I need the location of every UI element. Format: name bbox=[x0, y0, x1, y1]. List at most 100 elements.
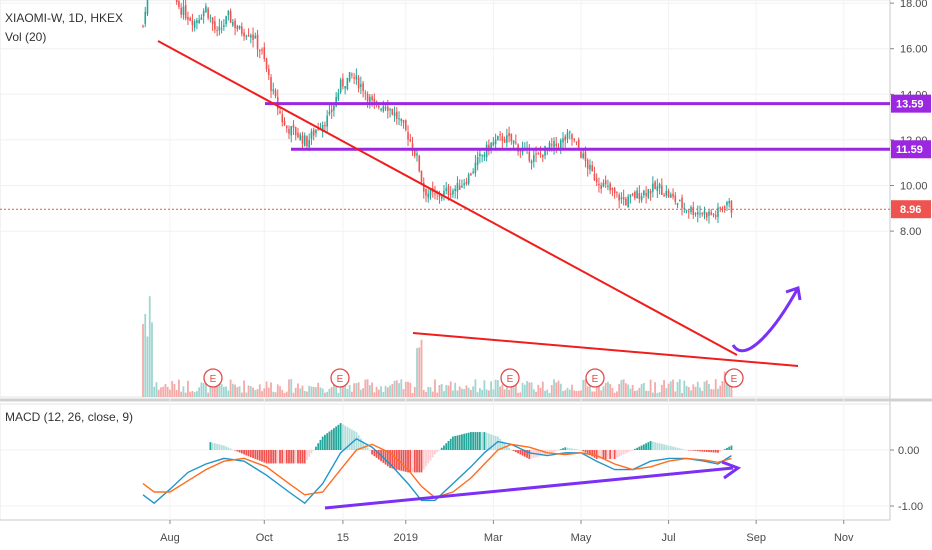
candle-body bbox=[661, 185, 663, 195]
macd-title[interactable]: MACD (12, 26, close, 9) bbox=[5, 410, 133, 424]
macd-histogram-bar bbox=[247, 450, 250, 457]
macd-histogram-bar bbox=[580, 450, 582, 451]
volume-bar bbox=[249, 386, 252, 397]
trendline-drawings[interactable] bbox=[0, 40, 890, 510]
macd-histogram-bar bbox=[651, 441, 654, 450]
candle-body bbox=[687, 211, 690, 213]
earnings-marker-label[interactable]: E bbox=[210, 374, 217, 385]
volume-bar bbox=[198, 387, 201, 397]
volume-bar bbox=[169, 389, 171, 397]
macd-divergence-line[interactable] bbox=[324, 466, 734, 510]
macd-histogram-bar bbox=[730, 445, 733, 450]
candle-body bbox=[528, 151, 531, 161]
projection-arrow[interactable] bbox=[731, 287, 800, 353]
volume-bar bbox=[238, 386, 241, 397]
candle-body bbox=[209, 17, 212, 19]
macd-histogram-bar bbox=[411, 450, 414, 473]
volume-bar bbox=[474, 379, 477, 397]
volume-bar bbox=[366, 379, 369, 397]
macd-histogram-bar bbox=[348, 428, 351, 450]
volume-bar bbox=[461, 388, 463, 397]
candle-body bbox=[694, 213, 697, 215]
macd-histogram-bar bbox=[422, 450, 425, 470]
macd-histogram-bar bbox=[413, 450, 416, 473]
volume-bar bbox=[519, 392, 522, 397]
macd-histogram-bar bbox=[541, 450, 544, 456]
candle-body bbox=[178, 0, 180, 8]
candle-body bbox=[369, 96, 371, 104]
macd-layer bbox=[142, 423, 733, 505]
volume-bar bbox=[485, 389, 488, 397]
candle-body bbox=[445, 188, 448, 191]
volume-bar bbox=[586, 386, 589, 397]
earnings-marker-circle[interactable] bbox=[724, 368, 744, 388]
volume-bar bbox=[692, 384, 695, 397]
volume-bar bbox=[510, 380, 513, 397]
candle-body bbox=[683, 207, 686, 210]
time-tick-label: Aug bbox=[160, 532, 180, 544]
candle-body bbox=[223, 25, 225, 27]
candle-body bbox=[227, 11, 230, 16]
earnings-marker-label[interactable]: E bbox=[592, 374, 599, 385]
candle-body bbox=[364, 92, 367, 94]
candle-body bbox=[449, 193, 452, 196]
volume-title[interactable]: Vol (20) bbox=[5, 30, 46, 44]
macd-histogram-bar bbox=[371, 450, 373, 455]
projection-arrowhead[interactable] bbox=[785, 286, 802, 301]
macd-histogram-bar bbox=[598, 450, 600, 459]
volume-bar bbox=[696, 381, 699, 397]
volume-bar bbox=[200, 382, 203, 397]
candle-body bbox=[236, 26, 239, 29]
macd-histogram-bar bbox=[638, 446, 641, 450]
earnings-marker-circle[interactable] bbox=[585, 368, 605, 388]
candle-body bbox=[728, 201, 731, 204]
volume-bar bbox=[728, 376, 731, 397]
earnings-marker-label[interactable]: E bbox=[337, 374, 344, 385]
volume-bar bbox=[341, 381, 344, 397]
candle-body bbox=[703, 210, 706, 215]
volume-bar bbox=[420, 339, 423, 397]
candle-body bbox=[571, 134, 573, 140]
macd-histogram-bar bbox=[607, 450, 609, 459]
candle-body bbox=[481, 155, 483, 157]
candle-body bbox=[409, 139, 412, 142]
macd-histogram-bar bbox=[299, 450, 302, 464]
macd-histogram-bar bbox=[227, 447, 230, 450]
macd-histogram-bar bbox=[537, 450, 540, 457]
volume-bar bbox=[292, 392, 295, 397]
volume-bar bbox=[694, 386, 697, 397]
volume-bar bbox=[409, 382, 412, 397]
volume-bar bbox=[535, 391, 537, 397]
earnings-marker-circle[interactable] bbox=[330, 368, 350, 388]
volume-bar bbox=[395, 380, 398, 397]
macd-histogram-bar bbox=[366, 448, 369, 450]
macd-histogram-bar bbox=[591, 450, 594, 457]
volume-bar bbox=[227, 390, 230, 397]
macd-histogram-bar bbox=[418, 450, 421, 473]
candle-body bbox=[252, 34, 254, 40]
upper-trendline[interactable] bbox=[157, 40, 738, 356]
volume-bar bbox=[297, 383, 299, 397]
symbol-title[interactable]: XIAOMI-W, 1D, HKEX bbox=[5, 11, 123, 25]
candle-body bbox=[256, 34, 259, 50]
macd-histogram-bar bbox=[660, 443, 663, 450]
volume-bar bbox=[196, 391, 198, 397]
macd-divergence-arrowhead[interactable] bbox=[721, 460, 742, 480]
earnings-marker-circle[interactable] bbox=[203, 368, 223, 388]
volume-bar bbox=[620, 380, 623, 397]
volume-bar bbox=[153, 386, 156, 397]
macd-histogram-bar bbox=[589, 450, 591, 456]
macd-histogram-bar bbox=[656, 442, 659, 450]
time-tick-label: 15 bbox=[337, 532, 349, 544]
volume-bar bbox=[571, 384, 573, 397]
volume-bar bbox=[270, 382, 272, 397]
candle-body bbox=[330, 109, 333, 113]
earnings-marker-label[interactable]: E bbox=[731, 374, 738, 385]
candle-body bbox=[142, 25, 144, 27]
earnings-marker-label[interactable]: E bbox=[507, 374, 514, 385]
lower-trendline[interactable] bbox=[412, 332, 799, 367]
earnings-marker-circle[interactable] bbox=[500, 368, 520, 388]
macd-histogram-bar bbox=[384, 450, 387, 465]
macd-histogram-bar bbox=[501, 441, 504, 450]
